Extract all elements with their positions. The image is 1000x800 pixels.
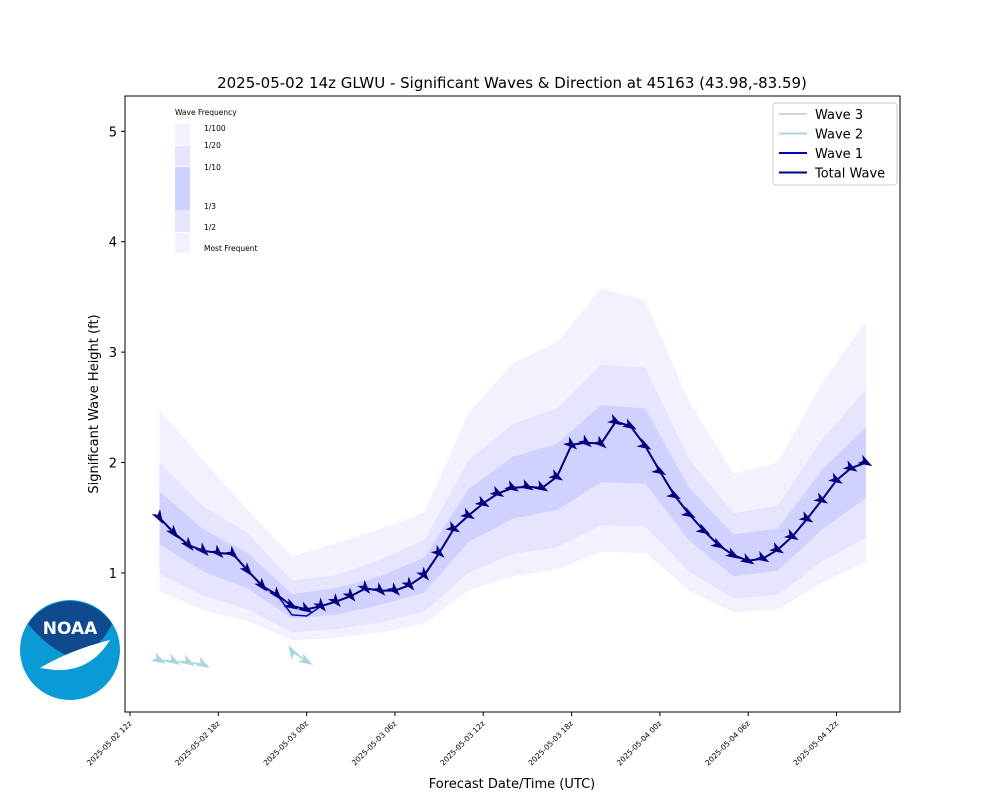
direction-arrow <box>195 542 209 556</box>
direction-arrow <box>724 547 740 559</box>
direction-arrow <box>445 521 461 533</box>
direction-arrow <box>430 544 445 558</box>
chart-title: 2025-05-02 14z GLWU - Significant Waves … <box>217 74 807 92</box>
band-legend-swatch <box>175 210 190 232</box>
band-legend-swatch <box>175 167 190 210</box>
direction-arrow <box>577 434 592 448</box>
direction-arrow <box>474 495 490 507</box>
direction-arrow <box>518 479 534 491</box>
direction-arrow <box>607 413 623 426</box>
direction-arrow <box>283 598 299 610</box>
direction-arrow <box>666 487 681 500</box>
logo-top <box>28 601 112 658</box>
y-tick-label: 3 <box>109 346 117 361</box>
x-axis-label: Forecast Date/Time (UTC) <box>429 777 595 792</box>
direction-arrow <box>651 463 667 475</box>
band-legend-label: 1/10 <box>204 163 221 172</box>
direction-arrow <box>288 644 300 660</box>
plot-area <box>150 288 873 669</box>
direction-arrow <box>533 480 549 492</box>
direction-arrow <box>313 597 327 612</box>
direction-arrow <box>327 593 341 608</box>
direction-arrow <box>489 485 505 498</box>
band-legend-swatch <box>175 146 190 166</box>
direction-arrow <box>298 653 313 665</box>
band-legend-label: 1/2 <box>204 223 216 232</box>
direction-arrow <box>857 454 873 467</box>
direction-arrow <box>209 544 224 559</box>
logo-bird <box>40 640 110 671</box>
direction-arrow <box>739 553 755 565</box>
direction-arrow <box>563 436 578 450</box>
legends: Wave 3 Wave 2 Wave 1 Total Wave Wave Frequen… <box>175 102 898 253</box>
plot-frame <box>124 95 901 713</box>
legend-box <box>772 102 898 186</box>
direction-arrow <box>548 469 564 481</box>
band-legend-label: Most Frequent <box>204 244 257 253</box>
direction-arrow <box>504 480 520 492</box>
direction-arrow <box>828 472 843 484</box>
frequency-band <box>159 405 866 619</box>
direction-arrow <box>150 652 166 664</box>
direction-arrow <box>798 511 814 523</box>
direction-arrow <box>342 587 356 602</box>
logo-text: NOAA <box>43 619 98 639</box>
noaa-logo: NOAA <box>20 600 120 700</box>
direction-arrow <box>710 537 726 549</box>
series-line <box>159 659 204 666</box>
direction-arrow <box>386 582 401 596</box>
direction-arrow <box>783 528 799 541</box>
direction-arrow <box>254 577 268 592</box>
band-legend-title: Wave Frequency <box>175 108 237 117</box>
direction-arrow <box>165 524 179 539</box>
legend-label: Wave 1 <box>815 147 863 162</box>
direction-arrow <box>239 562 253 577</box>
band-legend-label: 1/20 <box>204 141 221 150</box>
direction-arrow <box>416 566 430 581</box>
direction-arrow <box>592 435 607 449</box>
direction-arrow <box>401 576 415 591</box>
band-legend-label: 1/100 <box>204 124 226 133</box>
direction-arrow <box>813 492 829 504</box>
band-legend-swatch <box>175 233 190 253</box>
direction-arrow <box>695 523 711 535</box>
y-tick-label: 2 <box>109 457 117 472</box>
direction-arrow <box>195 656 210 669</box>
direction-arrow <box>180 654 196 666</box>
direction-arrow <box>165 653 181 665</box>
y-tick-label: 5 <box>109 125 117 140</box>
direction-arrow <box>842 460 858 472</box>
direction-arrow <box>680 506 696 519</box>
direction-arrow <box>754 550 770 563</box>
direction-arrow <box>224 545 239 560</box>
direction-arrow <box>298 601 313 613</box>
y-tick-label: 4 <box>109 236 117 251</box>
direction-arrow <box>621 418 637 430</box>
direction-arrow <box>636 438 652 450</box>
band-legend-swatch <box>175 124 190 145</box>
y-axis-label: Significant Wave Height (ft) <box>87 314 102 493</box>
direction-arrow <box>180 536 194 551</box>
direction-arrow <box>769 542 784 554</box>
legend-label: Total Wave <box>814 167 885 182</box>
direction-arrow <box>151 509 164 524</box>
band-legend-label: 1/3 <box>204 202 216 211</box>
legend-label: Wave 2 <box>815 128 863 143</box>
legend-label: Wave 3 <box>815 108 863 123</box>
direction-arrow <box>460 507 475 520</box>
direction-arrow <box>357 579 371 594</box>
direction-arrow <box>268 586 282 601</box>
y-tick-label: 1 <box>109 567 117 582</box>
direction-arrow <box>371 582 386 596</box>
